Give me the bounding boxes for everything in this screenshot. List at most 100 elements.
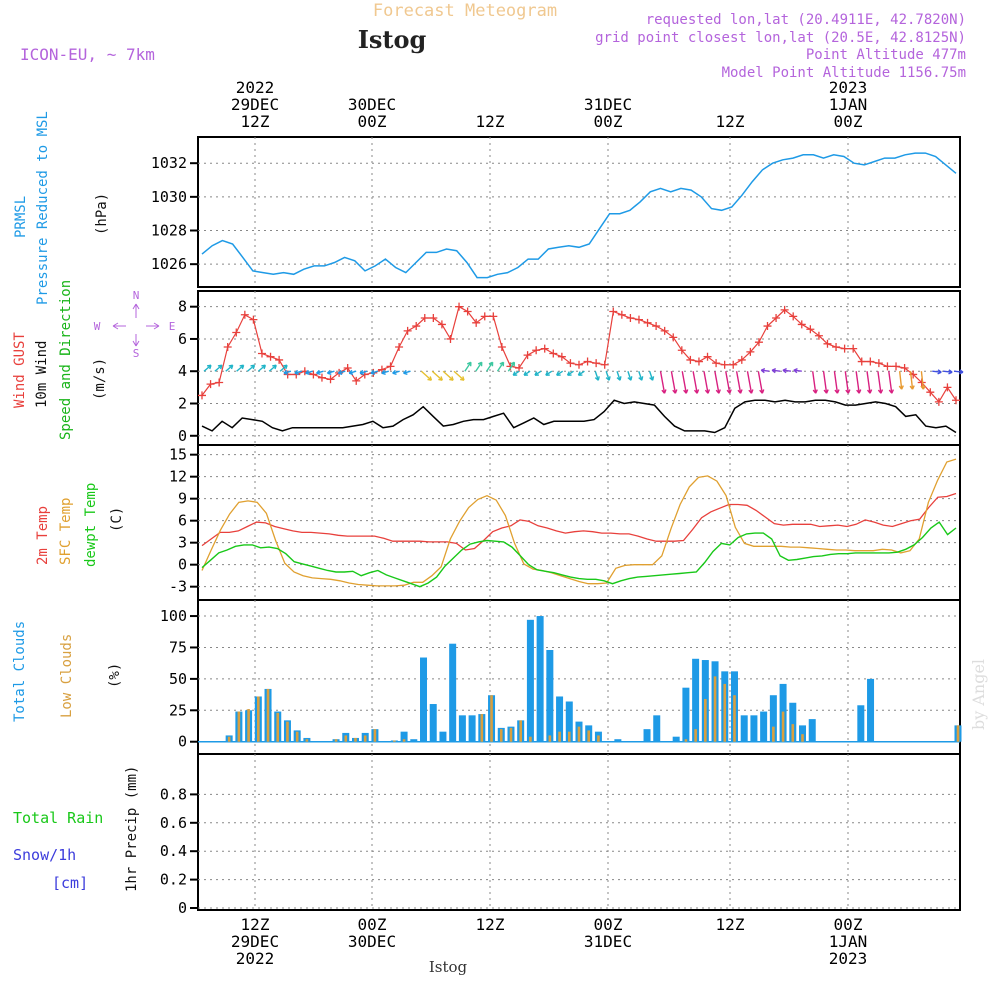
low-cloud-bar: [344, 735, 348, 742]
wind-direction-arrow: [268, 364, 277, 372]
wind-direction-arrow: [594, 371, 599, 381]
wind-rose: N S W E: [94, 289, 176, 360]
bottom-tick-label: 30DEC: [348, 932, 396, 951]
temp2m-line: [201, 492, 957, 551]
top-tick-label: 2022: [236, 78, 275, 97]
footer-location: Istog: [429, 958, 468, 976]
wind-gust-marker: [926, 388, 935, 397]
wind-gust-marker: [900, 364, 909, 372]
wind-arrow-head: [760, 367, 766, 374]
top-tick-label: 12Z: [241, 112, 270, 131]
wind-arrow-head: [823, 389, 829, 394]
bottom-tick-label: 00Z: [358, 915, 387, 934]
top-tick-label: 12Z: [476, 112, 505, 131]
wind-arrow-head: [605, 376, 611, 381]
wind-unit: (m/s): [92, 358, 108, 400]
low-cloud-bar: [801, 734, 804, 742]
wind-gust-marker: [275, 355, 284, 364]
clouds-ytick-label: 50: [169, 670, 187, 688]
precip-ytick-label: 0.2: [160, 871, 187, 889]
watermark: by Angel: [969, 659, 988, 730]
total-cloud-bar: [740, 715, 748, 742]
wind-gust-marker: [352, 376, 361, 385]
low-cloud-bar: [363, 735, 367, 742]
wind-gust-marker: [763, 322, 772, 331]
wind-arrow-head: [381, 369, 386, 375]
wind-arrow-head: [283, 369, 289, 375]
wind-gust-marker: [309, 370, 318, 379]
total-clouds-label: Total Clouds: [12, 621, 28, 722]
wind-gust-marker: [694, 357, 703, 366]
wind-gust-marker: [686, 355, 695, 364]
bottom-tick-label: 12Z: [716, 915, 745, 934]
wind-arrow-head: [449, 376, 454, 381]
wind-ytick-label: 0: [178, 427, 187, 445]
rose-s: S: [133, 347, 140, 360]
wind-direction-arrow: [464, 361, 472, 372]
wind-arrow-head: [866, 389, 873, 394]
wind-arrow-head: [888, 389, 895, 394]
wind-arrow-head: [316, 369, 321, 375]
total-cloud-bar: [799, 725, 807, 742]
wind-direction-arrow: [932, 370, 942, 373]
wind-arrow-head: [466, 361, 472, 367]
low-cloud-bar: [694, 729, 697, 742]
wind-arrow-head: [217, 364, 223, 370]
low-cloud-bar: [548, 735, 552, 742]
wind-arrow-head: [782, 367, 787, 374]
pressure-line: [201, 152, 957, 279]
total-cloud-bar: [458, 715, 466, 742]
bottom-tick-label: 00Z: [834, 915, 863, 934]
total-cloud-bar: [449, 643, 457, 742]
total-cloud-bar: [692, 658, 700, 742]
wind-arrow-head: [693, 389, 700, 394]
wind-direction-arrow: [279, 364, 288, 372]
top-tick-label: 2023: [829, 78, 868, 97]
low-cloud-bar: [577, 726, 581, 742]
wind-gust-marker: [823, 339, 832, 348]
total-cloud-bar: [526, 619, 534, 742]
total-cloud-bar: [420, 657, 428, 742]
wind-gust-marker: [592, 359, 601, 368]
total-cloud-bar: [556, 696, 564, 742]
low-cloud-bar: [247, 709, 250, 742]
pressure-frame: [197, 136, 961, 288]
wind-direction-arrow: [420, 370, 432, 381]
wind-gust-marker: [412, 322, 421, 331]
wind-gust-marker: [326, 375, 335, 384]
wind-direction-arrow: [855, 371, 860, 394]
wind-direction-arrow: [670, 371, 677, 394]
wind-direction-arrow: [909, 371, 914, 390]
wind-gust-marker: [463, 307, 472, 316]
wind-gust-marker: [617, 310, 626, 319]
precipitation-frame: [197, 753, 961, 911]
wind-gust-marker: [634, 315, 643, 324]
low-cloud-bar: [597, 735, 600, 742]
bottom-tick-label: 00Z: [594, 915, 623, 934]
total-cloud-bar: [857, 705, 865, 742]
total-cloud-bar: [789, 702, 797, 742]
wind-gust-marker: [523, 351, 532, 360]
wind-direction-arrow: [703, 371, 709, 394]
wind10-label: 10m Wind: [34, 341, 50, 408]
snow-unit-label: [cm]: [52, 874, 88, 892]
pressure-ytick-label: 1032: [151, 154, 187, 172]
wind-direction-arrow: [236, 364, 245, 372]
top-tick-label: 31DEC: [584, 95, 632, 114]
total-cloud-bar: [429, 704, 437, 742]
bottom-tick-label: 31DEC: [584, 932, 632, 951]
wind-direction-arrow: [442, 370, 454, 381]
wind-gust-marker: [772, 313, 781, 322]
wind-arrow-head: [715, 389, 721, 394]
total-cloud-bar: [643, 729, 651, 742]
wind-gust-marker: [429, 313, 438, 322]
wind-direction-arrow: [605, 371, 610, 381]
wind-gust-marker: [515, 364, 524, 372]
wind-gust-marker: [626, 313, 635, 322]
chart-title: Forecast Meteogram: [373, 1, 557, 21]
pressure-ytick-label: 1026: [151, 255, 187, 273]
wind-arrow-head: [305, 369, 310, 375]
low-cloud-bar: [781, 711, 785, 742]
wind-direction-arrow: [627, 371, 632, 381]
wind-gust-marker: [575, 360, 583, 369]
